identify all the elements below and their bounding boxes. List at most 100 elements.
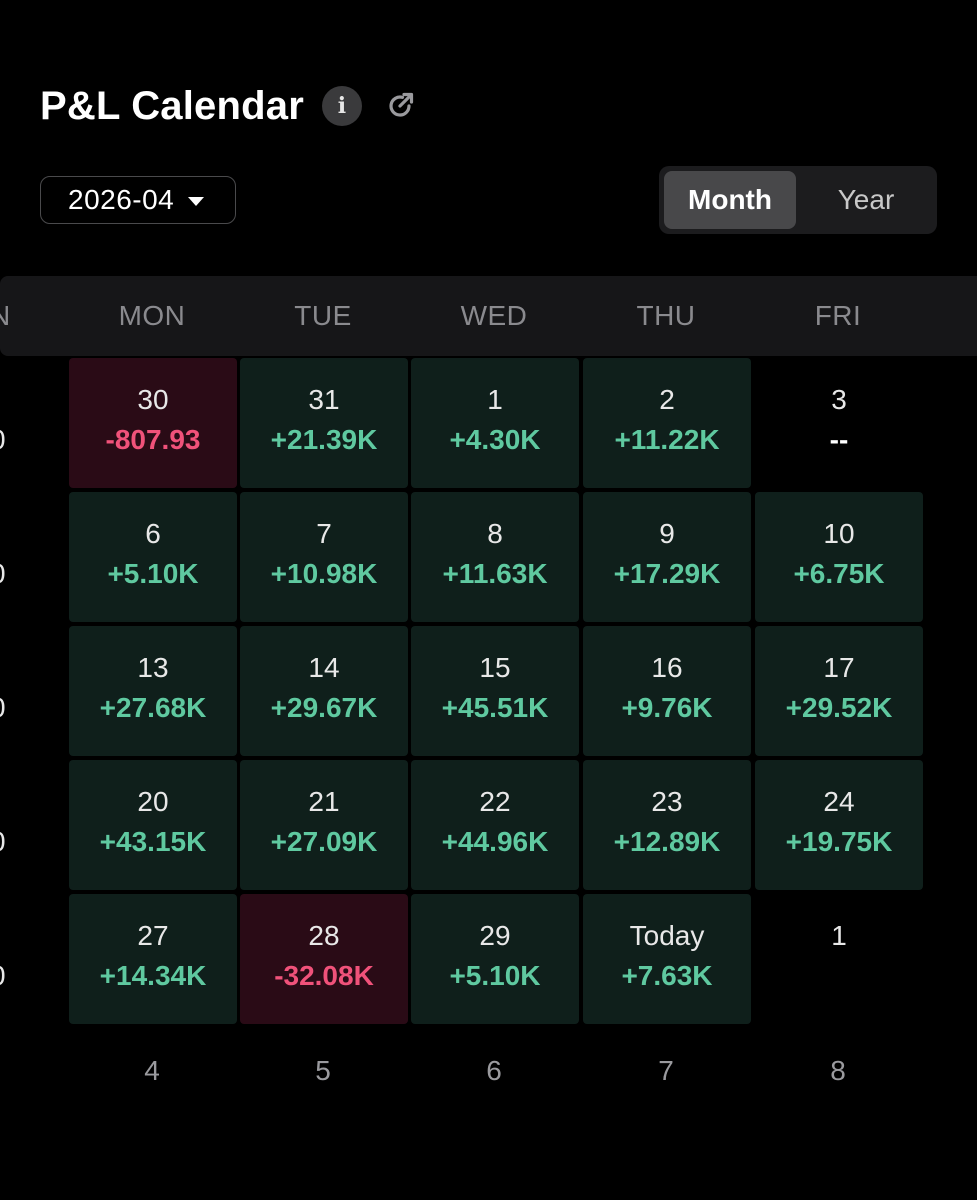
daily-pnl: +17.29K [613,558,721,589]
calendar-day-cell[interactable]: 15 +45.51K [411,626,579,756]
day-number: 10 [823,518,855,549]
daily-pnl: +44.96K [441,826,549,857]
month-picker-value: 2026-04 [68,184,175,215]
clipped-week-total: 0 [0,424,6,456]
weekday-clipped: N [0,300,11,331]
clipped-week-total: 0 [0,692,6,724]
calendar-day-cell[interactable]: 22 +44.96K [411,760,579,890]
calendar-day-cell[interactable]: 6 +5.10K [69,492,237,622]
day-number: 3 [831,384,847,415]
daily-pnl: +45.51K [441,692,549,723]
page-header: P&L Calendar i [40,80,420,132]
daily-pnl: -- [829,424,849,455]
daily-pnl: +29.52K [785,692,893,723]
calendar-day-cell[interactable]: 24 +19.75K [755,760,923,890]
calendar-day-cell-today[interactable]: Today +7.63K [583,894,751,1024]
next-week-day: 6 [486,1055,502,1086]
day-number: 28 [308,920,340,951]
day-number: Today [629,920,705,951]
weekday-mon: MON [118,300,186,331]
calendar-day-cell[interactable]: 27 +14.34K [69,894,237,1024]
day-number: 1 [831,920,847,951]
daily-pnl: +7.63K [621,960,713,991]
day-number: 2 [659,384,675,415]
calendar-day-cell[interactable]: 29 +5.10K [411,894,579,1024]
month-picker[interactable]: 2026-04 [40,176,236,224]
day-number: 8 [487,518,503,549]
next-week-day: 8 [830,1055,846,1086]
view-toggle: Month Year [659,166,937,234]
day-number: 30 [137,384,169,415]
calendar-day-cell[interactable]: 21 +27.09K [240,760,408,890]
calendar-day-cell[interactable]: 8 +11.63K [411,492,579,622]
daily-pnl: -807.93 [105,424,201,455]
daily-pnl: +11.63K [442,558,548,589]
daily-pnl: +4.30K [449,424,541,455]
page-title: P&L Calendar [40,83,304,128]
weekday-wed: WED [460,300,528,331]
daily-pnl: -32.08K [274,960,374,991]
day-number: 31 [308,384,340,415]
info-icon[interactable]: i [321,86,362,126]
calendar-day-cell[interactable]: 16 +9.76K [583,626,751,756]
next-week-day: 4 [144,1055,160,1086]
day-number: 27 [137,920,169,951]
day-number: 20 [137,786,169,817]
calendar-day-cell[interactable]: 2 +11.22K [583,358,751,488]
daily-pnl: +10.98K [270,558,378,589]
daily-pnl: +5.10K [449,960,541,991]
daily-pnl: +21.39K [270,424,378,455]
daily-pnl: +6.75K [793,558,885,589]
calendar-day-cell[interactable]: 9 +17.29K [583,492,751,622]
day-number: 9 [659,518,675,549]
daily-pnl: +12.89K [613,826,721,857]
calendar-day-cell[interactable]: 10 +6.75K [755,492,923,622]
daily-pnl: +11.22K [614,424,720,455]
calendar-day-cell[interactable]: 7 +10.98K [240,492,408,622]
calendar-day-cell[interactable]: 28 -32.08K [240,894,408,1024]
weekday-tue: TUE [294,300,352,331]
day-number: 1 [487,384,503,415]
daily-pnl: +5.10K [107,558,199,589]
calendar-day-cell[interactable]: 1 +4.30K [411,358,579,488]
day-number: 29 [479,920,511,951]
daily-pnl: +27.09K [270,826,378,857]
next-week-day: 7 [658,1055,674,1086]
clipped-week-total: 0 [0,960,6,992]
daily-pnl: +19.75K [785,826,893,857]
day-number: 15 [479,652,511,683]
calendar-day-cell[interactable]: 31 +21.39K [240,358,408,488]
calendar-day-cell[interactable]: 3 -- [755,358,923,488]
day-number: 6 [145,518,161,549]
day-number: 22 [479,786,511,817]
weekday-header: N MON TUE WED THU FRI [0,276,977,356]
caret-down-icon [188,197,205,206]
calendar-day-cell[interactable]: 13 +27.68K [69,626,237,756]
day-number: 23 [651,786,683,817]
day-number: 17 [823,652,855,683]
calendar-day-cell[interactable]: 14 +29.67K [240,626,408,756]
calendar-day-cell[interactable]: 17 +29.52K [755,626,923,756]
weekday-fri: FRI [814,300,862,331]
daily-pnl: +14.34K [99,960,207,991]
day-number: 13 [137,652,169,683]
daily-pnl: +43.15K [99,826,207,857]
day-number: 16 [651,652,683,683]
daily-pnl: +9.76K [621,692,713,723]
next-week-day: 5 [315,1055,331,1086]
day-number: 7 [316,518,332,549]
daily-pnl: +27.68K [99,692,207,723]
calendar-day-cell[interactable]: 30 -807.93 [69,358,237,488]
day-number: 14 [308,652,340,683]
toggle-year-button[interactable]: Year [837,184,895,215]
calendar-day-cell[interactable]: 1 [755,894,923,1024]
share-icon[interactable] [380,86,420,126]
toggle-month-button[interactable]: Month [664,171,796,229]
clipped-week-total: 0 [0,826,6,858]
weekday-thu: THU [636,300,696,331]
calendar-day-cell[interactable]: 20 +43.15K [69,760,237,890]
day-number: 24 [823,786,855,817]
day-number: 21 [308,786,340,817]
calendar-day-cell[interactable]: 23 +12.89K [583,760,751,890]
clipped-week-total: 0 [0,558,6,590]
